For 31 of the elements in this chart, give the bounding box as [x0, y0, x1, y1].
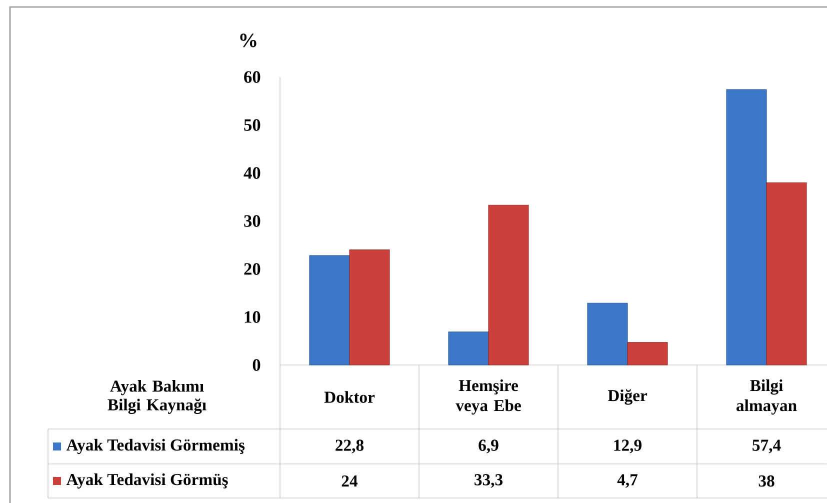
x-tick-label: Diğer — [608, 389, 648, 405]
y-tick-label: 60 — [244, 71, 260, 83]
data-label: 24 — [342, 475, 358, 487]
bar — [309, 255, 350, 366]
data-label: 6,9 — [478, 440, 498, 454]
bar — [766, 182, 807, 366]
bar — [587, 302, 628, 366]
data-label: 57,4 — [752, 440, 781, 454]
legend-label: Ayak Tedavisi Görmemiş — [66, 438, 245, 454]
bar — [448, 332, 489, 366]
data-label: 22,8 — [336, 440, 364, 454]
x-tick-label: Bilgi almayan — [736, 379, 797, 415]
y-tick-label: 50 — [244, 119, 260, 131]
y-axis-title: % — [240, 34, 256, 48]
data-label: 33,3 — [474, 474, 503, 488]
x-tick-label: Hemşire veya Ebe — [456, 379, 521, 415]
y-tick-label: 10 — [244, 311, 260, 323]
bar — [726, 89, 767, 366]
data-label: 38 — [758, 475, 774, 487]
x-axis-title: Ayak Bakımı Bilgi Kaynağı — [108, 380, 206, 414]
y-tick-label: 0 — [252, 359, 260, 371]
bar — [488, 204, 529, 366]
bar — [627, 342, 668, 366]
bar — [349, 250, 390, 366]
data-label: 12,9 — [614, 440, 642, 454]
y-tick-label: 40 — [244, 167, 260, 179]
y-tick-label: 20 — [244, 263, 260, 275]
data-label: 4,7 — [617, 474, 638, 488]
legend-label: Ayak Tedavisi Görmüş — [66, 473, 228, 489]
x-tick-label: Doktor — [324, 391, 375, 403]
y-tick-label: 30 — [244, 215, 260, 227]
